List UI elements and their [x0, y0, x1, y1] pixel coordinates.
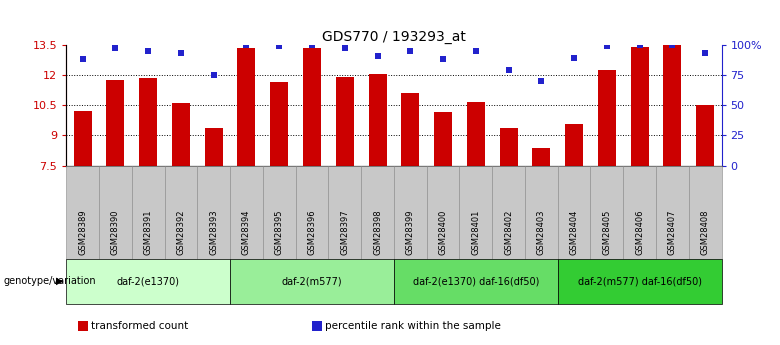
Bar — [532, 148, 551, 166]
Text: GSM28403: GSM28403 — [537, 210, 546, 255]
Point — [175, 51, 187, 56]
Bar — [139, 78, 158, 166]
Text: GSM28395: GSM28395 — [275, 210, 284, 255]
Text: GSM28406: GSM28406 — [635, 210, 644, 255]
Point — [273, 43, 285, 49]
Bar — [172, 103, 190, 166]
Point — [633, 42, 646, 48]
Text: daf-2(e1370) daf-16(df50): daf-2(e1370) daf-16(df50) — [413, 276, 539, 286]
Text: GSM28407: GSM28407 — [668, 210, 677, 255]
Bar — [368, 74, 387, 166]
Point — [502, 68, 515, 73]
Bar — [499, 128, 518, 166]
Text: daf-2(m577) daf-16(df50): daf-2(m577) daf-16(df50) — [578, 276, 701, 286]
Bar — [434, 112, 452, 166]
Text: GSM28391: GSM28391 — [144, 210, 153, 255]
Text: GSM28398: GSM28398 — [373, 210, 382, 255]
Text: GSM28390: GSM28390 — [111, 210, 120, 255]
Text: GSM28393: GSM28393 — [209, 210, 218, 255]
Point — [142, 48, 154, 54]
Bar — [270, 82, 289, 166]
Point — [699, 51, 711, 56]
Bar — [663, 45, 682, 166]
Point — [339, 46, 351, 51]
Text: GSM28392: GSM28392 — [176, 210, 186, 255]
Bar — [565, 124, 583, 166]
Text: GSM28400: GSM28400 — [438, 210, 448, 255]
Point — [109, 46, 122, 51]
Bar — [466, 102, 485, 166]
Bar — [204, 128, 223, 166]
Text: GSM28399: GSM28399 — [406, 210, 415, 255]
Text: GSM28396: GSM28396 — [307, 210, 317, 255]
Bar — [73, 111, 92, 166]
Point — [437, 57, 449, 62]
Point — [470, 48, 482, 54]
Bar — [696, 105, 714, 166]
Bar — [401, 93, 420, 166]
Text: transformed count: transformed count — [91, 321, 189, 331]
Text: GSM28394: GSM28394 — [242, 210, 251, 255]
Point — [207, 72, 220, 78]
Point — [535, 78, 548, 84]
Text: ▶: ▶ — [56, 276, 64, 286]
Point — [240, 42, 253, 48]
Text: GSM28401: GSM28401 — [471, 210, 480, 255]
Text: percentile rank within the sample: percentile rank within the sample — [325, 321, 501, 331]
Bar — [237, 48, 256, 166]
Bar — [630, 47, 649, 166]
Text: GSM28397: GSM28397 — [340, 210, 349, 255]
Point — [306, 42, 318, 48]
Bar — [335, 77, 354, 166]
Text: GSM28402: GSM28402 — [504, 210, 513, 255]
Text: GSM28405: GSM28405 — [602, 210, 612, 255]
Bar — [303, 48, 321, 166]
Text: GSM28404: GSM28404 — [569, 210, 579, 255]
Bar — [597, 70, 616, 166]
Text: daf-2(m577): daf-2(m577) — [282, 276, 342, 286]
Point — [404, 48, 417, 54]
Bar — [106, 80, 125, 166]
Point — [568, 56, 580, 61]
Text: genotype/variation: genotype/variation — [4, 276, 97, 286]
Point — [601, 43, 613, 49]
Text: GSM28408: GSM28408 — [700, 210, 710, 255]
Text: daf-2(e1370): daf-2(e1370) — [117, 276, 179, 286]
Point — [666, 42, 679, 48]
Text: GSM28389: GSM28389 — [78, 210, 87, 255]
Point — [371, 53, 384, 59]
Point — [76, 57, 89, 62]
Title: GDS770 / 193293_at: GDS770 / 193293_at — [322, 30, 466, 44]
